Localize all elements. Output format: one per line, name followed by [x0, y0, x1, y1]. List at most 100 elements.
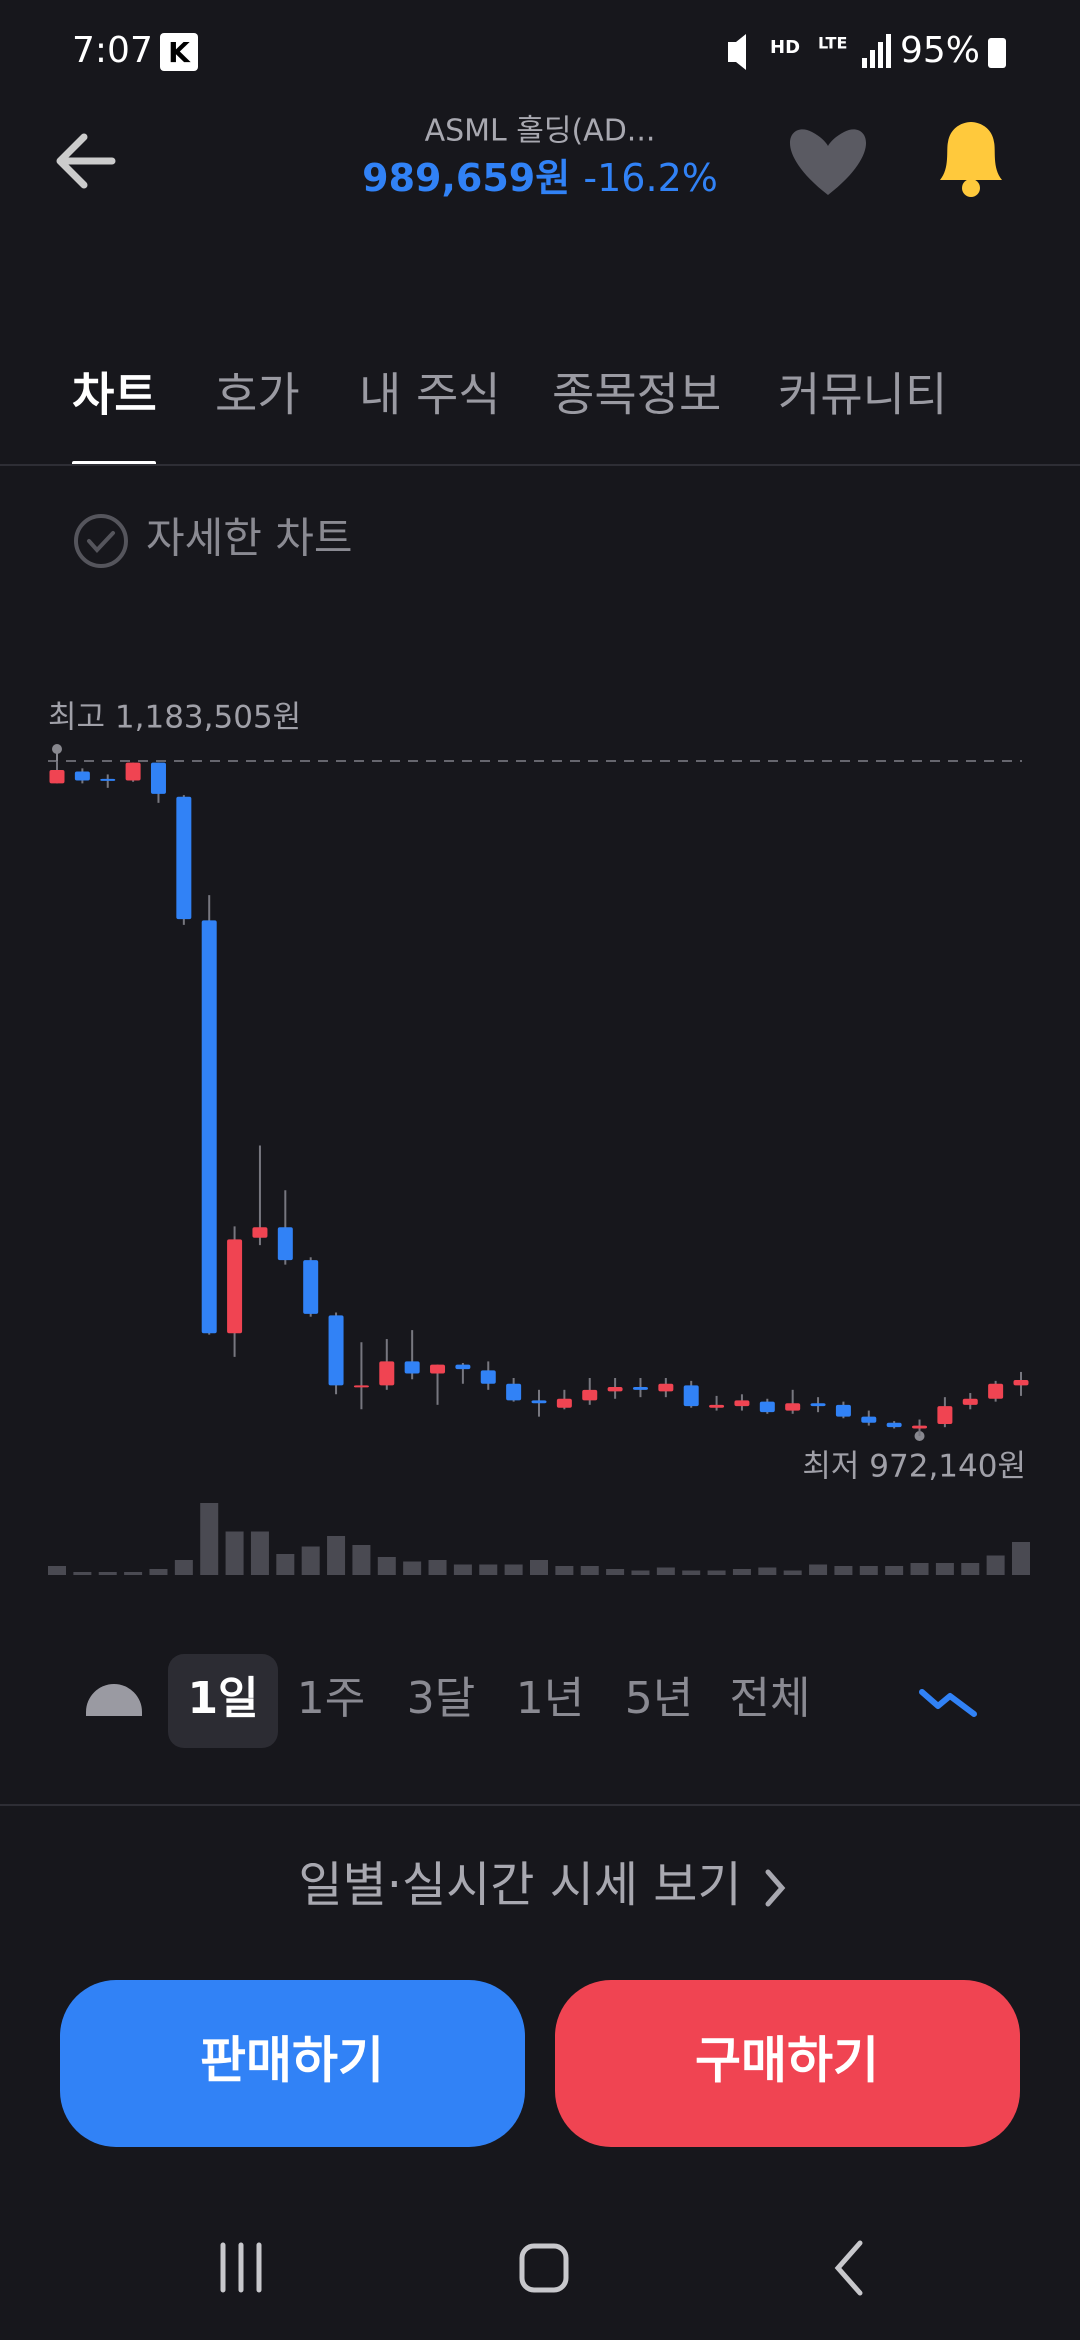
- volume-bar: [682, 1570, 701, 1575]
- sell-button[interactable]: [60, 1980, 525, 2147]
- signal-bar: [862, 58, 867, 68]
- signal-bar: [886, 34, 891, 68]
- period[interactable]: 전체: [730, 1673, 811, 1724]
- volume-bar: [149, 1569, 168, 1575]
- app-icon-letter: K: [168, 36, 191, 69]
- candle-body: [937, 1406, 953, 1424]
- volume-bar: [580, 1566, 599, 1575]
- chevron: [765, 1869, 786, 1907]
- candle-body: [734, 1400, 750, 1407]
- volume-bar: [225, 1531, 244, 1575]
- volume-bar: [935, 1563, 954, 1575]
- volume-bar: [606, 1569, 625, 1575]
- candle-body: [328, 1315, 344, 1386]
- change: -16.2%: [583, 156, 717, 200]
- candle-body: [912, 1425, 928, 1429]
- volume-bar: [250, 1531, 269, 1575]
- volume-bar: [124, 1572, 143, 1575]
- candle-body: [201, 920, 217, 1334]
- candle-body: [632, 1386, 648, 1390]
- volume-bar: [504, 1564, 523, 1575]
- volume-bar: [352, 1545, 371, 1575]
- nav-home[interactable]: [519, 2243, 569, 2293]
- nav-back[interactable]: [834, 2240, 863, 2296]
- chart-style-button[interactable]: [919, 1689, 977, 1717]
- sell-button-text: 판매하기: [200, 2032, 384, 2090]
- sun-icon[interactable]: [86, 1684, 142, 1716]
- battery-text: 95%: [900, 30, 980, 71]
- low-label: 최저 972,140원: [802, 1449, 1026, 1485]
- volume-bar: [174, 1560, 193, 1575]
- candle-body: [506, 1383, 522, 1401]
- candle-body: [759, 1401, 775, 1413]
- nav-recent[interactable]: [220, 2242, 262, 2293]
- favorite-button[interactable]: [789, 129, 867, 195]
- detail-toggle[interactable]: 자세한 차트: [74, 514, 353, 568]
- stock-name: ASML 홀딩(AD...: [425, 114, 656, 149]
- candle-body: [683, 1385, 699, 1407]
- period-bar: 1일 1주 3달 1년 5년 전체: [187, 1673, 810, 1724]
- candle-body: [1013, 1380, 1029, 1386]
- high-label: 최고 1,183,505원: [48, 700, 301, 736]
- candle-body: [607, 1386, 623, 1392]
- battery-icon: [988, 38, 1006, 68]
- tab[interactable]: 호가: [215, 368, 300, 422]
- candle-body: [74, 771, 90, 781]
- nav-bar: [220, 2240, 863, 2296]
- volume-bar: [428, 1560, 447, 1575]
- candle-body: [582, 1389, 598, 1401]
- period[interactable]: 3달: [407, 1673, 475, 1724]
- buy-button[interactable]: [555, 1980, 1020, 2147]
- volume-bar: [910, 1563, 929, 1575]
- candle-body: [404, 1361, 420, 1374]
- volume-bar: [48, 1566, 66, 1575]
- period[interactable]: 5년: [625, 1673, 693, 1724]
- candle-body: [252, 1227, 268, 1238]
- volume-bar: [276, 1554, 295, 1575]
- candle-body: [785, 1403, 801, 1411]
- volume-bar: [885, 1566, 904, 1575]
- tab-bar: 차트 호가 내 주식 종목정보 커뮤니티: [72, 368, 947, 422]
- candle-body: [379, 1361, 395, 1386]
- signal-bar: [870, 50, 875, 68]
- tab[interactable]: 차트: [72, 368, 157, 422]
- price-line: 989,659원 -16.2%: [362, 156, 718, 200]
- tab[interactable]: 내 주식: [359, 368, 501, 422]
- daily-link[interactable]: 일별·실시간 시세 보기: [298, 1857, 741, 1913]
- candle-body: [227, 1239, 243, 1334]
- tab[interactable]: 종목정보: [552, 368, 721, 422]
- hd-icon: HD: [770, 37, 800, 58]
- volume-bar: [732, 1569, 751, 1575]
- period[interactable]: 1일: [187, 1673, 258, 1724]
- tab[interactable]: 커뮤니티: [778, 368, 947, 422]
- candle-body: [176, 796, 192, 920]
- candle-body: [100, 778, 116, 781]
- volume-bar: [403, 1561, 422, 1575]
- volume-bar: [859, 1566, 878, 1575]
- candle-body: [430, 1364, 446, 1374]
- candle-body: [455, 1364, 471, 1370]
- candle-body: [49, 769, 65, 784]
- alarm-button[interactable]: [940, 122, 1002, 197]
- period[interactable]: 1년: [516, 1673, 584, 1724]
- volume-bar: [1012, 1542, 1030, 1575]
- candle-body: [353, 1385, 369, 1388]
- volume-bar: [377, 1557, 396, 1575]
- detail-toggle-text: 자세한 차트: [146, 514, 353, 563]
- candle-body: [531, 1400, 547, 1404]
- volume-bar: [961, 1563, 980, 1575]
- divider: [0, 464, 1080, 466]
- candle-body: [861, 1416, 877, 1423]
- price: 989,659원: [362, 156, 570, 200]
- volume-bar: [555, 1566, 574, 1575]
- back-button[interactable]: [56, 133, 116, 189]
- candle-body: [835, 1404, 851, 1417]
- mute-icon: [728, 34, 746, 70]
- buy-button-text: 구매하기: [695, 2032, 879, 2090]
- period[interactable]: 1주: [297, 1673, 365, 1724]
- candle-body: [886, 1422, 902, 1428]
- volume-bar: [631, 1570, 650, 1575]
- volume-bar: [301, 1546, 320, 1575]
